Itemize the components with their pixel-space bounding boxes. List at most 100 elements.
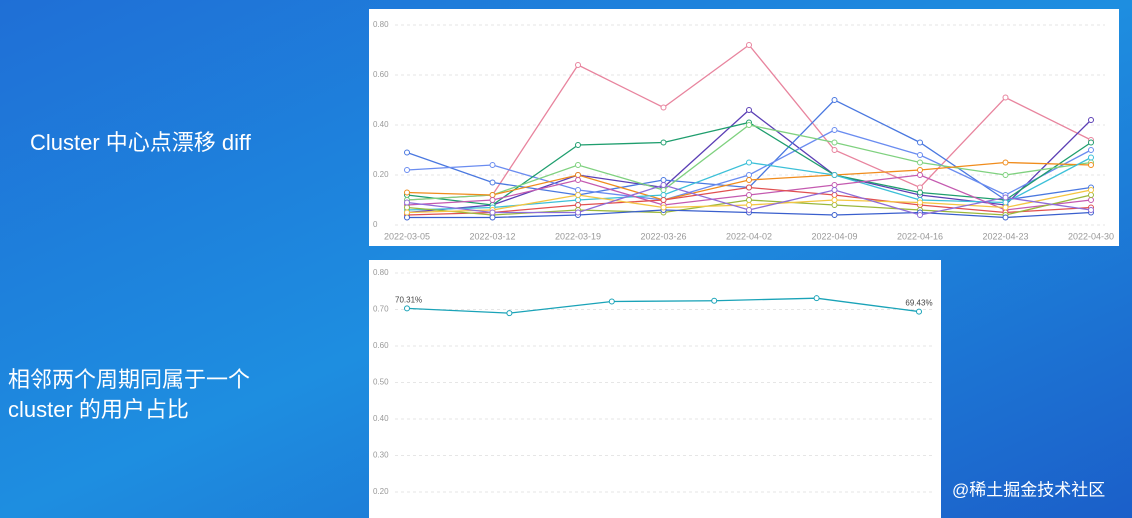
data-point (746, 122, 752, 128)
data-point (917, 167, 923, 173)
y-tick-label: 0.80 (373, 20, 389, 29)
data-point (575, 172, 581, 178)
x-tick-label: 2022-04-23 (982, 231, 1028, 241)
data-point (746, 107, 752, 113)
data-point (489, 179, 496, 186)
data-point (1002, 214, 1009, 221)
data-point (575, 162, 581, 168)
data-point (917, 184, 923, 191)
x-tick-label: 2022-03-26 (640, 231, 686, 241)
x-tick-label: 2022-04-16 (897, 231, 943, 241)
data-point (916, 308, 922, 315)
data-point (660, 104, 667, 111)
data-point (575, 192, 581, 198)
data-point (746, 159, 752, 166)
data-point (1088, 117, 1094, 123)
data-point (660, 182, 667, 188)
data-point (489, 162, 496, 168)
data-point (660, 192, 667, 198)
y-tick-label: 0.20 (373, 487, 389, 496)
y-tick-label: 0.80 (373, 268, 389, 277)
data-point (575, 202, 581, 208)
data-point (831, 182, 838, 188)
data-point (404, 204, 410, 211)
data-point (711, 297, 718, 304)
data-point (404, 189, 410, 196)
x-tick-label: 2022-03-19 (555, 231, 601, 241)
data-point (746, 42, 752, 48)
data-point (489, 197, 496, 203)
data-point (831, 127, 838, 133)
data-point (1002, 204, 1009, 211)
data-point (404, 199, 410, 206)
data-point (1088, 154, 1094, 161)
data-point (917, 139, 923, 146)
data-point (1088, 187, 1094, 193)
chart-panel (369, 260, 941, 518)
data-point (1088, 162, 1094, 168)
y-tick-label: 0.60 (373, 341, 389, 350)
data-point (831, 139, 838, 146)
data-point (506, 310, 513, 317)
data-point (831, 147, 838, 153)
data-point (660, 139, 667, 146)
data-point (1088, 147, 1094, 153)
data-point (660, 204, 667, 211)
data-point (1002, 94, 1009, 101)
x-tick-label: 2022-04-30 (1068, 231, 1114, 241)
data-point (917, 212, 923, 218)
data-point (1088, 139, 1094, 146)
data-point (746, 207, 752, 213)
data-point (404, 167, 410, 173)
data-point (575, 62, 581, 68)
watermark: @稀土掘金技术社区 (952, 480, 1105, 499)
data-point (746, 177, 752, 183)
data-point (917, 159, 923, 166)
data-point (489, 209, 496, 216)
y-tick-label: 0.40 (373, 120, 389, 129)
data-point (746, 197, 752, 203)
data-point (1002, 199, 1009, 206)
data-point (831, 197, 838, 203)
slide-label: Cluster 中心点漂移 diff (30, 130, 252, 155)
y-tick-label: 0.70 (373, 305, 389, 314)
data-point (746, 202, 752, 208)
data-point (404, 305, 410, 312)
data-point (489, 192, 496, 198)
data-point (575, 177, 581, 183)
data-point (1002, 172, 1009, 178)
data-point (831, 187, 838, 193)
data-point (917, 199, 923, 206)
data-point (489, 214, 496, 221)
series-line (406, 297, 920, 314)
data-point (660, 177, 667, 183)
data-point (831, 202, 838, 208)
data-point (575, 187, 581, 193)
data-point (917, 172, 923, 178)
data-label: 70.31% (395, 295, 422, 304)
data-point (1088, 207, 1094, 213)
data-point (575, 197, 581, 203)
data-point (831, 97, 838, 103)
y-tick-label: 0.60 (373, 70, 389, 79)
y-tick-label: 0 (373, 220, 378, 229)
data-point (1002, 159, 1009, 166)
data-point (831, 212, 838, 218)
y-tick-label: 0.20 (373, 170, 389, 179)
data-point (1088, 197, 1094, 203)
data-point (746, 184, 752, 191)
data-point (575, 209, 581, 216)
data-point (831, 192, 838, 198)
data-label: 69.43% (905, 299, 932, 308)
data-point (575, 142, 581, 148)
data-point (746, 172, 752, 178)
x-tick-label: 2022-04-02 (726, 231, 772, 241)
data-point (746, 192, 752, 198)
data-point (813, 295, 820, 302)
data-point (1002, 194, 1009, 201)
x-tick-label: 2022-04-09 (811, 231, 857, 241)
slide-label: 相邻两个周期同属于一个 (8, 367, 250, 392)
y-tick-label: 0.50 (373, 378, 389, 387)
y-tick-label: 0.30 (373, 451, 389, 460)
